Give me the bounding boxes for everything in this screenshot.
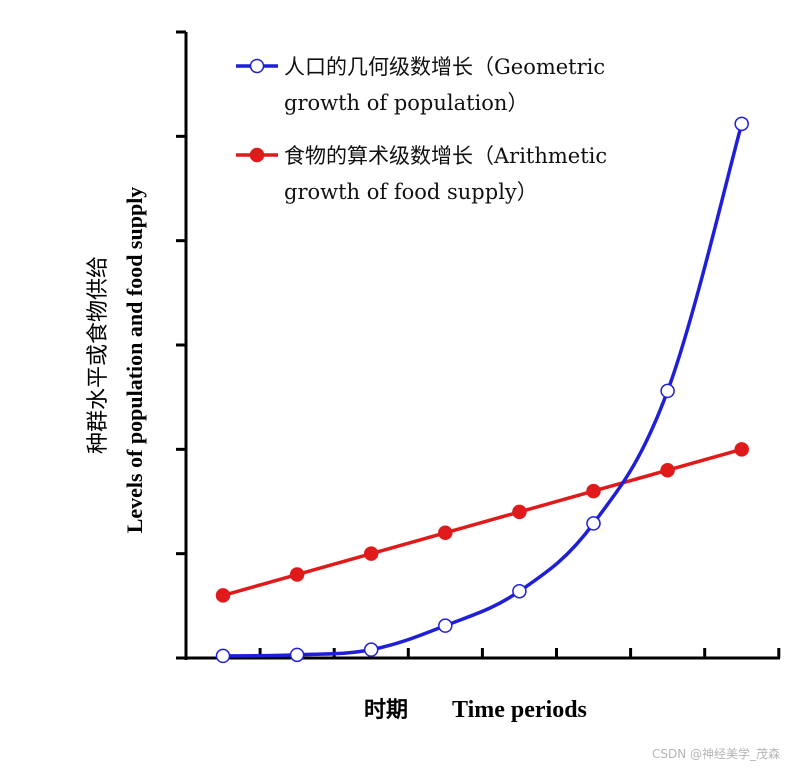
data-point-population xyxy=(734,116,749,132)
legend-marker-food xyxy=(249,147,265,163)
data-point-food xyxy=(289,567,305,582)
y-axis-label-en-group: Levels of population and food supply xyxy=(122,187,147,534)
data-point-food xyxy=(734,442,749,457)
data-point-population xyxy=(438,618,453,633)
y-axis-label-en: Levels of population and food supply xyxy=(122,187,147,534)
data-point-food xyxy=(586,483,601,499)
data-point-population xyxy=(363,642,379,657)
x-axis-label-cn: 时期 xyxy=(364,697,408,723)
data-point-food xyxy=(438,525,453,541)
y-axis-label-cn: 种群水平或食物供给 xyxy=(86,256,111,454)
y-axis-label-cn-group: 种群水平或食物供给 xyxy=(86,256,111,454)
legend-label-food-line1: 食物的算术级数增长（Arithmetic xyxy=(284,144,607,168)
data-point-population xyxy=(586,516,601,531)
data-point-food xyxy=(363,546,379,561)
series-layer xyxy=(215,116,749,664)
series-line-food xyxy=(222,447,743,598)
legend: 人口的几何级数增长（Geometric growth of population… xyxy=(236,55,607,204)
x-axis-label-en: Time periods xyxy=(452,697,587,723)
legend-label-population-line2: growth of population） xyxy=(284,91,528,115)
watermark: CSDN @神经美学_茂森 xyxy=(652,746,780,761)
legend-label-population-line1: 人口的几何级数增长（Geometric xyxy=(284,55,605,79)
axes xyxy=(176,30,781,660)
data-point-population xyxy=(289,647,305,663)
data-point-food xyxy=(215,588,231,603)
data-point-population xyxy=(215,648,231,664)
data-point-population xyxy=(660,383,675,399)
data-point-food xyxy=(660,462,675,478)
legend-marker-population xyxy=(249,58,265,74)
y-ticks xyxy=(176,30,186,660)
data-point-food xyxy=(512,504,527,520)
data-point-population xyxy=(512,583,527,599)
legend-label-food-line2: growth of food supply） xyxy=(284,180,538,204)
